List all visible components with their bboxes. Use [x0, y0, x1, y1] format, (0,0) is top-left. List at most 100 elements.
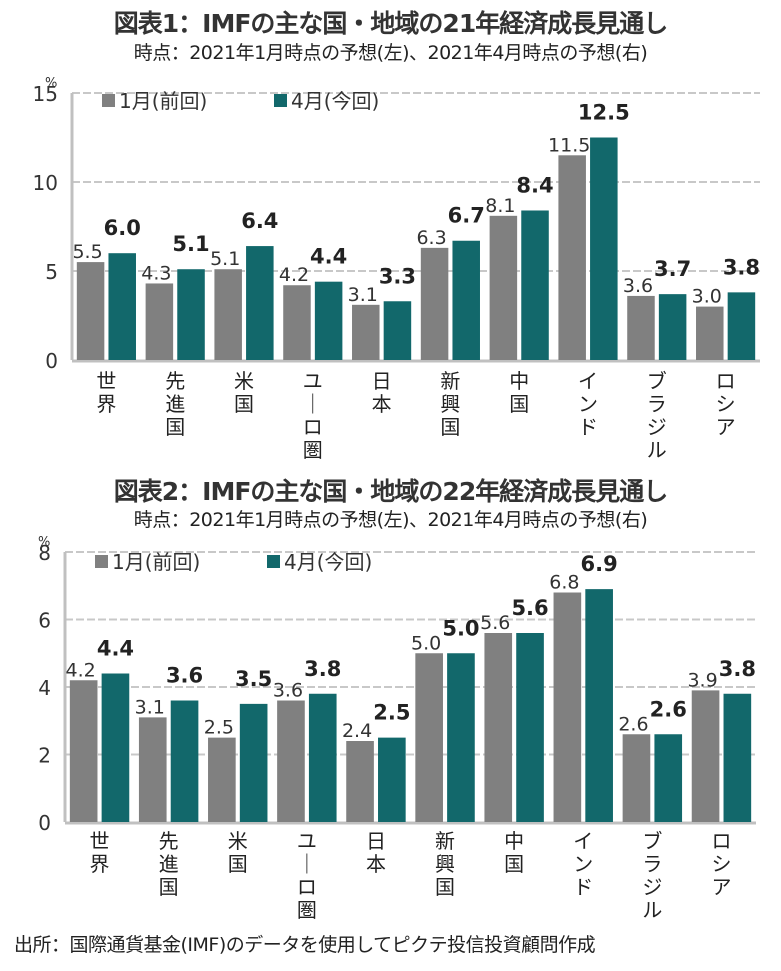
category-char: 国: [159, 875, 179, 899]
data-label-jan: 5.0: [411, 632, 441, 654]
data-label-jan: 3.6: [623, 275, 653, 297]
category-char: 国: [435, 875, 455, 899]
bar-jan: [622, 734, 651, 822]
y-tick-label: 15: [33, 82, 58, 106]
legend-swatch-jan: [95, 555, 108, 568]
category-char: 新: [435, 829, 455, 853]
category-char: ブ: [647, 369, 667, 393]
bar-jan: [277, 700, 305, 822]
bar-apr: [170, 700, 199, 822]
category-char: 進: [165, 392, 185, 416]
category-char: 先: [159, 829, 179, 853]
category-char: 界: [90, 852, 110, 876]
data-label-apr: 6.4: [241, 209, 278, 233]
bar-jan: [208, 737, 236, 822]
data-label-apr: 4.4: [310, 245, 347, 269]
data-label-jan: 6.8: [549, 572, 579, 594]
data-label-apr: 3.8: [723, 255, 760, 279]
category-char: 世: [90, 829, 110, 853]
category-char: ロ: [716, 369, 736, 393]
y-tick-label: 6: [38, 609, 51, 633]
category-label: ロシア: [711, 829, 731, 899]
data-label-jan: 3.1: [135, 696, 165, 718]
legend-swatch-jan: [102, 94, 115, 107]
category-label: 世界: [96, 369, 116, 416]
data-label-apr: 2.6: [650, 697, 687, 721]
data-label-apr: 6.9: [581, 552, 618, 576]
category-char: イ: [578, 369, 598, 393]
data-label-apr: 6.0: [104, 216, 141, 240]
data-label-jan: 3.0: [692, 286, 722, 308]
bar-apr: [246, 246, 274, 360]
data-label-jan: 8.1: [485, 195, 515, 217]
bar-apr: [308, 693, 337, 822]
category-char: 米: [234, 369, 254, 393]
bar-apr: [314, 281, 343, 360]
category-char: 国: [234, 392, 254, 416]
category-char: 本: [366, 852, 386, 876]
bar-apr: [521, 210, 549, 360]
category-char: ア: [716, 415, 736, 439]
y-tick-label: 4: [38, 676, 51, 700]
bar-jan: [283, 285, 311, 360]
bar-apr: [723, 693, 752, 822]
legend-swatch-apr: [274, 94, 287, 107]
category-label: 先進国: [159, 829, 179, 899]
chart2-subtitle: 時点：2021年1月時点の予想(左)、2021年4月時点の予想(右): [133, 509, 648, 531]
category-char: ユ: [297, 829, 317, 853]
category-char: ジ: [647, 415, 667, 439]
category-label: 新興国: [435, 829, 455, 899]
data-label-jan: 4.3: [141, 262, 171, 284]
category-char: 圏: [297, 898, 317, 922]
category-label: 日本: [372, 369, 392, 416]
data-label-apr: 3.8: [719, 657, 756, 681]
bar-jan: [76, 262, 105, 360]
source-note: 出所：国際通貨基金(IMF)のデータを使用してピクテ投信投資顧問作成: [14, 934, 596, 956]
y-tick-label: 10: [33, 171, 58, 195]
chart1-title: 図表1：IMFの主な国・地域の21年経済成長見通し: [113, 9, 668, 38]
category-char: ユ: [303, 369, 323, 393]
data-label-jan: 4.2: [279, 264, 309, 286]
category-char: ジ: [642, 875, 662, 899]
bar-jan: [352, 304, 380, 360]
bar-apr: [447, 653, 475, 822]
bar-apr: [177, 269, 205, 360]
category-char: 米: [228, 829, 248, 853]
category-label: インド: [573, 829, 593, 899]
data-label-apr: 3.6: [166, 664, 203, 688]
category-char: 興: [440, 392, 460, 416]
y-tick-label: 8: [38, 541, 51, 565]
category-char: ロ: [711, 829, 731, 853]
category-char: ン: [578, 392, 598, 416]
bar-jan: [415, 653, 443, 822]
chart2-title: 図表2：IMFの主な国・地域の22年経済成長見通し: [113, 477, 668, 506]
category-label: ユ｜ロ圏: [297, 829, 317, 922]
data-label-apr: 12.5: [578, 101, 630, 125]
chart1-subtitle: 時点：2021年1月時点の予想(左)、2021年4月時点の予想(右): [133, 42, 648, 64]
data-label-apr: 3.7: [654, 257, 691, 281]
category-label: ブラジル: [642, 829, 662, 922]
y-unit-label: %: [38, 535, 50, 550]
category-char: ド: [573, 875, 593, 899]
category-char: 国: [165, 415, 185, 439]
data-label-jan: 11.5: [548, 134, 590, 156]
bar-apr: [378, 737, 406, 822]
data-label-apr: 4.4: [97, 637, 134, 661]
data-label-jan: 3.1: [348, 284, 378, 306]
data-label-jan: 5.1: [210, 248, 240, 270]
bar-apr: [727, 292, 756, 360]
data-label-apr: 5.0: [442, 616, 479, 640]
y-tick-label: 0: [38, 811, 51, 835]
category-char: 中: [509, 369, 529, 393]
bar-apr: [516, 633, 544, 822]
legend-label-jan: 1月(前回): [119, 89, 207, 113]
bar-jan: [489, 215, 518, 360]
category-char: ラ: [642, 852, 662, 876]
chart2-svg: 02468%4.24.4世界3.13.6先進国2.53.5米国3.63.8ユ｜ロ…: [38, 535, 756, 922]
category-char: ｜: [297, 852, 317, 876]
data-label-jan: 3.9: [687, 669, 717, 691]
category-label: ロシア: [716, 369, 736, 439]
bar-apr: [585, 589, 613, 822]
bar-apr: [654, 734, 683, 822]
category-label: ブラジル: [647, 369, 667, 462]
